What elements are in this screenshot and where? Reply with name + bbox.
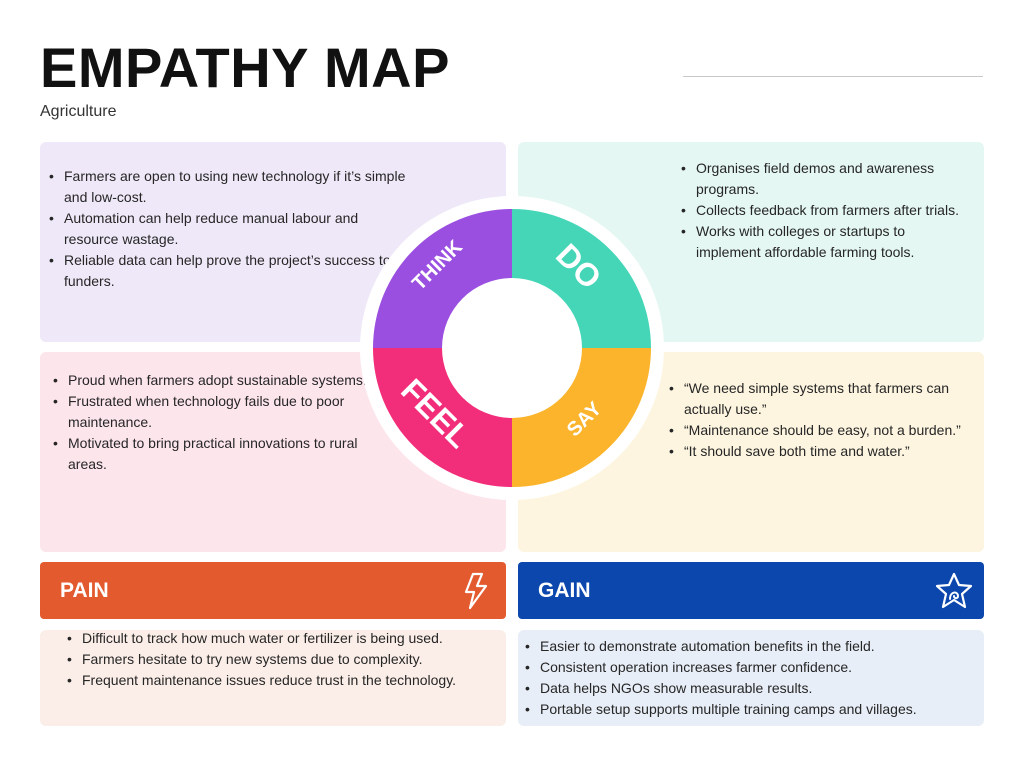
gain-header: GAIN xyxy=(518,562,984,619)
gain-item: Data helps NGOs show measurable results. xyxy=(518,678,978,699)
say-segment xyxy=(512,348,651,487)
think-segment xyxy=(373,209,512,348)
say-item: “We need simple systems that farmers can… xyxy=(662,378,982,420)
gain-title: GAIN xyxy=(538,579,591,602)
page-subtitle: Agriculture xyxy=(40,103,117,120)
pain-item: Frequent maintenance issues reduce trust… xyxy=(60,670,500,691)
gain-item: Consistent operation increases farmer co… xyxy=(518,657,978,678)
think-item: Automation can help reduce manual labour… xyxy=(42,208,412,250)
gain-item: Easier to demonstrate automation benefit… xyxy=(518,636,978,657)
pain-list-box: Difficult to track how much water or fer… xyxy=(40,628,506,726)
do-item: Collects feedback from farmers after tri… xyxy=(674,200,964,221)
lightning-icon xyxy=(464,572,488,610)
do-item: Organises field demos and awareness prog… xyxy=(674,158,964,200)
do-item: Works with colleges or startups to imple… xyxy=(674,221,964,263)
feel-item: Frustrated when technology fails due to … xyxy=(46,391,376,433)
say-item: “It should save both time and water.” xyxy=(662,441,982,462)
do-list: Organises field demos and awareness prog… xyxy=(674,158,964,263)
do-segment xyxy=(512,209,651,348)
think-item: Reliable data can help prove the project… xyxy=(42,250,412,292)
feel-item: Motivated to bring practical innovations… xyxy=(46,433,376,475)
feel-segment xyxy=(373,348,512,487)
gain-list: Easier to demonstrate automation benefit… xyxy=(518,636,978,720)
say-list: “We need simple systems that farmers can… xyxy=(662,378,982,462)
star-icon xyxy=(935,572,973,609)
pain-item: Farmers hesitate to try new systems due … xyxy=(60,649,500,670)
pain-item: Difficult to track how much water or fer… xyxy=(60,628,500,649)
say-item: “Maintenance should be easy, not a burde… xyxy=(662,420,982,441)
header-divider xyxy=(683,76,983,77)
think-item: Farmers are open to using new technology… xyxy=(42,166,412,208)
pain-header: PAIN xyxy=(40,562,506,619)
pain-list: Difficult to track how much water or fer… xyxy=(60,628,500,691)
empathy-wheel: THINK DO FEEL SAY xyxy=(360,196,664,500)
page-title: EMPATHY MAP xyxy=(40,36,450,99)
feel-list: Proud when farmers adopt sustainable sys… xyxy=(46,370,376,475)
gain-item: Portable setup supports multiple trainin… xyxy=(518,699,978,720)
pain-title: PAIN xyxy=(60,579,109,602)
feel-item: Proud when farmers adopt sustainable sys… xyxy=(46,370,376,391)
think-list: Farmers are open to using new technology… xyxy=(42,166,412,292)
gain-list-box: Easier to demonstrate automation benefit… xyxy=(518,630,984,726)
